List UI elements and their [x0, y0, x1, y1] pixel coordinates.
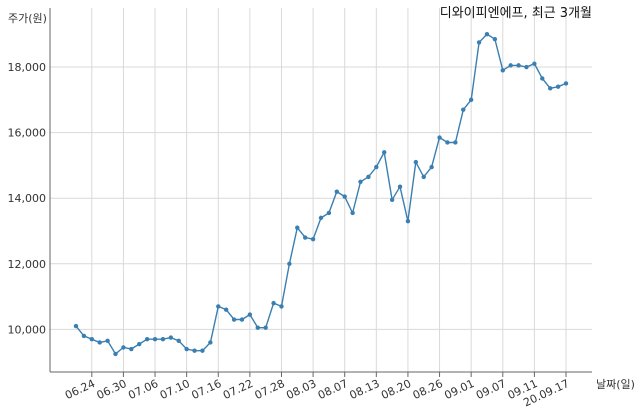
data-point — [516, 63, 521, 68]
data-point — [397, 184, 403, 189]
data-point — [366, 174, 371, 180]
data-point — [405, 218, 411, 224]
x-tick-label: 07.28 — [253, 377, 287, 402]
x-tick-label: 09.07 — [474, 377, 508, 402]
data-point — [121, 345, 126, 350]
x-axis-ticks: 06.2406.3007.0607.1007.1607.2207.2808.03… — [63, 372, 571, 409]
data-point — [255, 325, 260, 330]
data-point — [342, 194, 347, 199]
data-point — [97, 340, 102, 345]
data-point — [137, 341, 142, 347]
data-point — [468, 97, 474, 103]
data-point — [216, 304, 221, 309]
data-point — [231, 317, 237, 322]
data-point — [350, 210, 355, 216]
y-tick-label: 16,000 — [8, 127, 47, 140]
y-tick-label: 10,000 — [8, 323, 47, 336]
data-point — [287, 261, 292, 266]
data-point — [453, 140, 458, 145]
chart-title: 디와이피엔에프, 최근 3개월 — [440, 6, 592, 21]
data-point — [160, 337, 166, 342]
y-axis-title: 주가(원) — [8, 12, 47, 25]
data-point — [555, 84, 561, 89]
x-axis-title: 날짜(일) — [596, 377, 635, 391]
x-tick-label: 08.03 — [284, 377, 318, 402]
data-point — [129, 346, 134, 352]
data-point — [223, 307, 229, 312]
x-tick-label: 09.01 — [442, 377, 476, 402]
data-point — [152, 337, 158, 342]
x-tick-label: 07.10 — [158, 377, 192, 402]
x-tick-label: 06.24 — [63, 377, 97, 402]
data-point — [389, 197, 395, 203]
data-point — [318, 215, 324, 221]
y-tick-label: 18,000 — [8, 61, 47, 74]
y-tick-label: 14,000 — [8, 192, 47, 205]
x-tick-label: 08.20 — [379, 377, 413, 402]
data-point — [310, 236, 316, 242]
data-point — [200, 348, 205, 353]
data-point — [176, 338, 181, 344]
data-point — [524, 64, 529, 70]
data-point — [326, 210, 332, 216]
x-tick-label: 08.13 — [348, 377, 382, 402]
x-tick-label: 07.06 — [126, 377, 160, 402]
data-point — [247, 312, 253, 317]
data-point — [271, 300, 276, 306]
data-point — [421, 174, 426, 180]
data-point — [461, 107, 466, 112]
data-point — [144, 337, 150, 342]
data-point — [263, 325, 268, 330]
grid — [50, 8, 592, 372]
data-point — [113, 351, 118, 357]
data-point — [492, 36, 498, 42]
data-point — [532, 61, 537, 66]
series-line — [75, 33, 567, 356]
data-point — [374, 164, 379, 170]
data-point — [476, 40, 482, 45]
data-point — [358, 179, 363, 185]
price-series — [73, 32, 569, 357]
data-point — [563, 81, 569, 86]
data-point — [295, 225, 300, 230]
data-point — [302, 235, 308, 240]
data-point — [105, 338, 110, 344]
data-point — [208, 340, 213, 345]
data-point — [540, 76, 545, 81]
data-point — [484, 32, 490, 37]
data-point — [382, 150, 387, 155]
data-point — [89, 337, 95, 342]
data-point — [413, 159, 419, 165]
data-point — [168, 335, 174, 340]
data-point — [239, 317, 245, 322]
x-tick-label: 07.22 — [221, 377, 255, 402]
x-tick-label: 08.26 — [411, 377, 445, 402]
data-point — [437, 135, 442, 140]
y-tick-label: 12,000 — [8, 258, 47, 271]
data-point — [279, 304, 284, 309]
data-point — [192, 348, 197, 353]
data-point — [334, 189, 340, 194]
data-point — [445, 140, 450, 145]
data-point — [429, 164, 434, 170]
data-point — [508, 63, 513, 68]
data-point — [73, 323, 79, 329]
data-point — [184, 346, 189, 352]
x-tick-label: 07.16 — [189, 377, 223, 402]
data-point — [500, 68, 505, 73]
y-axis-ticks: 10,000 12,000 14,000 16,000 18,000 — [8, 61, 47, 336]
axes — [49, 8, 592, 373]
data-point — [81, 333, 87, 339]
x-tick-label: 06.30 — [95, 377, 129, 402]
data-point — [547, 86, 553, 91]
x-tick-label: 08.07 — [316, 377, 350, 402]
